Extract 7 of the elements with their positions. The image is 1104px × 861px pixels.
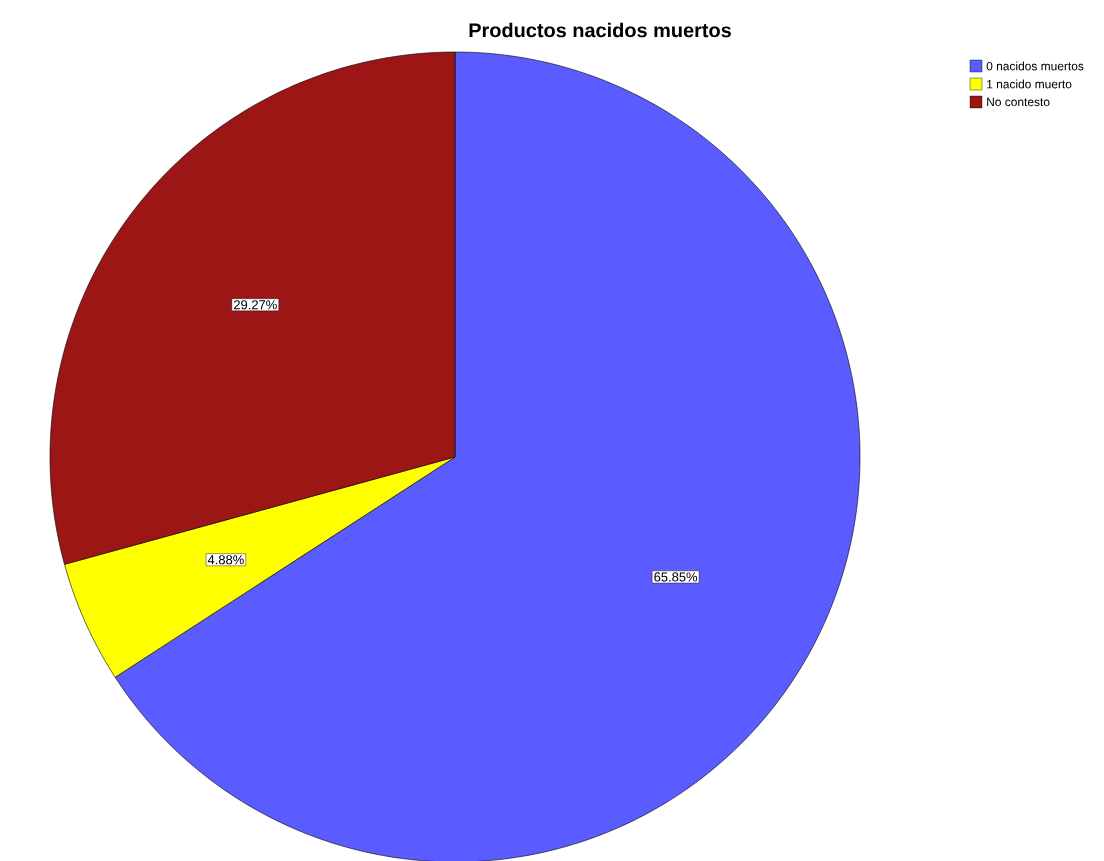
legend-label: 0 nacidos muertos	[986, 61, 1084, 71]
legend-label: No contesto	[987, 97, 1050, 107]
data-label: 4.88%	[207, 555, 244, 565]
legend-label: 1 nacido muerto	[987, 79, 1072, 89]
data-label: 65.85%	[654, 572, 698, 582]
chart-title: Productos nacidos muertos	[469, 22, 731, 38]
data-label: 29.27%	[233, 300, 277, 310]
